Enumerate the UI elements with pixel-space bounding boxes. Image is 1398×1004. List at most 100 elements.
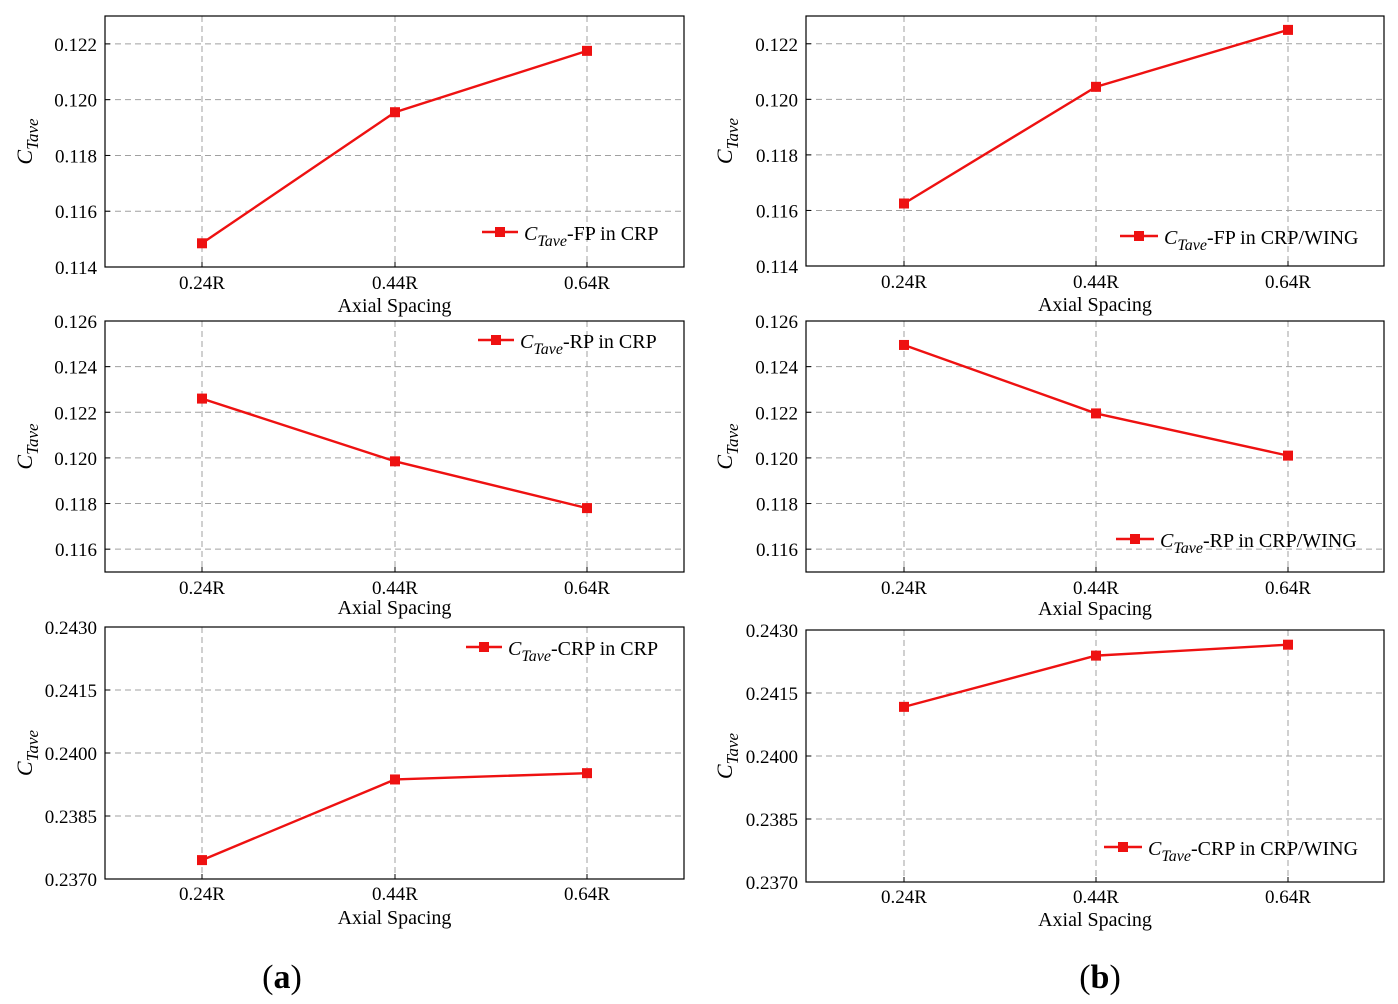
panel-label-b: (b) [1079, 959, 1121, 996]
x-tick-label: 0.24R [179, 884, 225, 905]
y-axis-label: CTave [712, 423, 742, 470]
x-tick-label: 0.64R [564, 273, 610, 294]
x-tick-label: 0.24R [881, 887, 927, 908]
data-point [197, 393, 207, 404]
plot-frame [805, 320, 1385, 573]
plot-frame [104, 626, 685, 880]
x-tick-label: 0.64R [1265, 578, 1311, 599]
y-tick-label: 0.120 [54, 91, 97, 112]
data-point [582, 45, 592, 56]
y-tick-label: 0.2430 [45, 618, 97, 639]
chart-panel-b-3: 0.2370 0.2385 0.2400 0.2415 0.2430 0.24R 0.44R… [712, 621, 1385, 931]
x-tick-label: 0.44R [1073, 272, 1119, 293]
x-axis-label: Axial Spacing [338, 295, 452, 317]
y-tick-label: 0.122 [755, 403, 798, 424]
legend: CTave-RP in CRP/WING [1116, 530, 1357, 557]
y-tick-label: 0.118 [756, 495, 798, 516]
y-tick-label: 0.126 [54, 312, 97, 333]
data-point [390, 456, 400, 467]
legend-marker [479, 642, 489, 652]
y-tick-label: 0.126 [755, 312, 798, 333]
y-axis-label: CTave [12, 729, 42, 776]
x-tick-label: 0.64R [564, 884, 610, 905]
y-tick-label: 0.118 [756, 146, 798, 167]
x-axis-label: Axial Spacing [1038, 598, 1152, 620]
plot-frame [805, 15, 1385, 267]
data-point [1091, 650, 1101, 661]
y-tick-label: 0.2370 [45, 870, 97, 891]
legend: CTave-RP in CRP [478, 331, 657, 358]
x-axis-label: Axial Spacing [338, 597, 452, 619]
y-tick-label: 0.124 [755, 358, 798, 379]
legend-label: CTave-RP in CRP [520, 331, 657, 358]
data-point [1283, 24, 1293, 35]
y-tick-label: 0.2370 [746, 873, 798, 894]
data-point [1091, 408, 1101, 419]
y-tick-label: 0.116 [55, 540, 97, 561]
legend: CTave-CRP in CRP/WING [1104, 838, 1358, 865]
legend-marker [1130, 534, 1140, 544]
x-tick-label: 0.24R [881, 272, 927, 293]
x-tick-label: 0.44R [1073, 578, 1119, 599]
legend-marker [1118, 842, 1128, 852]
chart-panel-b-2: 0.116 0.118 0.120 0.122 0.124 0.126 0.24R 0.44R… [712, 312, 1385, 620]
y-tick-label: 0.118 [55, 495, 97, 516]
data-point [1283, 639, 1293, 650]
y-tick-label: 0.2400 [746, 747, 798, 768]
legend-marker [1134, 231, 1144, 241]
x-tick-label: 0.64R [564, 578, 610, 599]
y-tick-label: 0.118 [55, 146, 97, 167]
legend-label: CTave-RP in CRP/WING [1160, 530, 1357, 557]
x-tick-label: 0.44R [372, 273, 418, 294]
legend-label: CTave-CRP in CRP/WING [1148, 838, 1358, 865]
y-tick-label: 0.2430 [746, 621, 798, 642]
chart-panel-a-3: 0.2370 0.2385 0.2400 0.2415 0.2430 0.24R 0.44R… [12, 618, 685, 929]
y-tick-label: 0.120 [54, 449, 97, 470]
legend: CTave-FP in CRP/WING [1120, 227, 1359, 254]
x-axis-label: Axial Spacing [338, 907, 452, 929]
y-axis-label: CTave [712, 117, 742, 164]
x-tick-label: 0.44R [372, 578, 418, 599]
x-axis-label: Axial Spacing [1038, 294, 1152, 316]
y-tick-label: 0.2415 [45, 681, 97, 702]
x-tick-label: 0.64R [1265, 272, 1311, 293]
y-tick-label: 0.2415 [746, 684, 798, 705]
data-point [582, 768, 592, 779]
chart-panel-b-1: 0.114 0.116 0.118 0.120 0.122 0.24R 0.44R 0.64R… [712, 15, 1385, 316]
y-axis-label: CTave [712, 732, 742, 779]
legend-marker [495, 227, 505, 237]
y-tick-label: 0.120 [755, 449, 798, 470]
data-point [899, 701, 909, 712]
legend-label: CTave-CRP in CRP [508, 638, 658, 665]
x-tick-label: 0.44R [372, 884, 418, 905]
data-point [197, 238, 207, 249]
plot-frame [104, 320, 685, 573]
y-tick-label: 0.2400 [45, 744, 97, 765]
y-tick-label: 0.114 [756, 257, 799, 278]
legend-label: CTave-FP in CRP/WING [1164, 227, 1359, 254]
legend-label: CTave-FP in CRP [524, 223, 659, 250]
legend-marker [491, 335, 501, 345]
y-axis-label: CTave [12, 423, 42, 470]
x-axis-label: Axial Spacing [1038, 909, 1152, 931]
panel-label-a: (a) [262, 959, 302, 996]
plot-frame [805, 629, 1385, 883]
x-tick-label: 0.64R [1265, 887, 1311, 908]
y-tick-label: 0.116 [55, 202, 97, 223]
data-point [899, 339, 909, 350]
chart-panel-a-1: 0.114 0.116 0.118 0.120 0.122 0.24R 0.44R 0.64R… [12, 15, 685, 317]
data-point [1283, 450, 1293, 461]
y-tick-label: 0.114 [55, 258, 98, 279]
x-tick-label: 0.24R [881, 578, 927, 599]
plot-frame [104, 15, 685, 268]
data-point [197, 855, 207, 866]
data-point [390, 774, 400, 785]
y-tick-label: 0.2385 [746, 810, 798, 831]
legend: CTave-CRP in CRP [466, 638, 658, 665]
data-point [390, 107, 400, 118]
data-point [1091, 81, 1101, 92]
y-tick-label: 0.124 [54, 358, 97, 379]
x-tick-label: 0.24R [179, 578, 225, 599]
chart-panel-a-2: 0.116 0.118 0.120 0.122 0.124 0.126 0.24R 0.44R… [12, 312, 685, 619]
